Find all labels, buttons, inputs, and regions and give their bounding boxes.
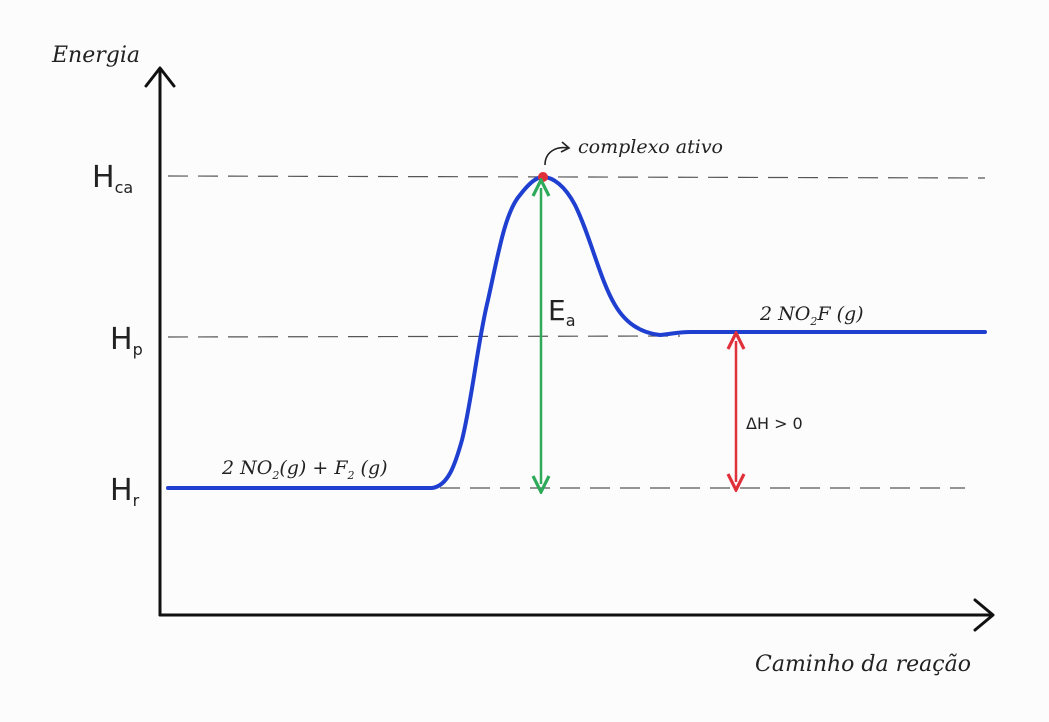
activation-energy-label: Ea <box>548 294 576 330</box>
complex-pointer-arrow <box>544 146 569 166</box>
reactants-label: 2 NO2(g) + F2 (g) <box>221 457 388 482</box>
guide-lines <box>167 175 986 489</box>
x-axis-arrowhead <box>973 598 995 632</box>
activated-complex-point <box>538 172 548 182</box>
products-label: 2 NO2F (g) <box>759 303 864 328</box>
level-label-ca: Hca <box>92 160 133 197</box>
guide-line-ca <box>167 175 986 179</box>
guide-line-p <box>167 335 681 338</box>
level-label-p: Hp <box>110 322 143 359</box>
enthalpy-change-label: ΔH > 0 <box>746 414 803 433</box>
level-label-r: Hr <box>110 473 140 510</box>
x-axis-label: Caminho da reação <box>755 652 971 677</box>
y-axis-arrowhead <box>144 66 176 88</box>
y-axis-label: Energia <box>51 43 140 68</box>
complex-pointer-arrowhead <box>560 141 571 153</box>
energy-curve <box>166 175 987 490</box>
activated-complex-label: complexo ativo <box>578 136 723 158</box>
axes <box>144 66 995 632</box>
